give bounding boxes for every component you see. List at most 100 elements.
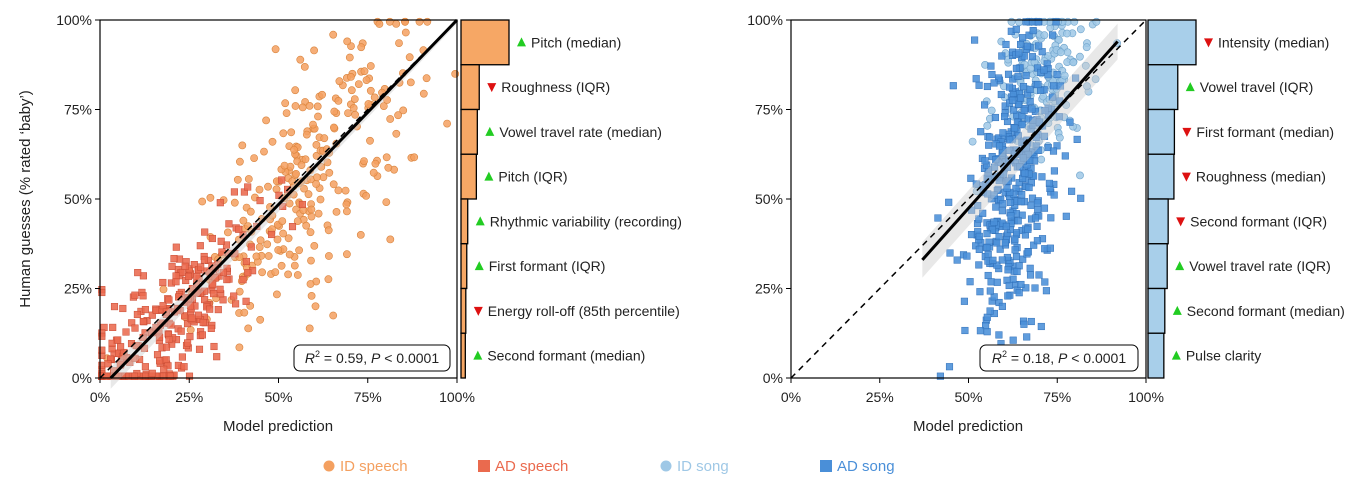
feature-label: Pulse clarity <box>1186 348 1261 364</box>
data-point-id-speech <box>401 17 409 26</box>
data-point-ad-song <box>1018 121 1026 129</box>
data-point-ad-song <box>1033 222 1041 230</box>
data-point-id-speech <box>198 197 207 206</box>
data-point-ad-song <box>960 297 968 305</box>
data-point-ad-song <box>1044 71 1052 79</box>
data-point-ad-song <box>1053 70 1061 79</box>
data-point-ad-song <box>1038 173 1046 181</box>
data-point-ad-song <box>1006 136 1014 144</box>
data-point-ad-song <box>1013 267 1021 276</box>
feature-bar <box>460 198 469 245</box>
data-point-ad-song <box>945 363 954 371</box>
data-point-id-speech <box>287 128 296 137</box>
data-point-ad-song <box>999 129 1007 137</box>
data-point-ad-speech <box>268 230 276 239</box>
data-point-ad-song <box>1026 85 1034 93</box>
data-point-id-speech <box>369 168 378 177</box>
data-point-ad-song <box>1034 18 1042 26</box>
data-point-id-song <box>1092 17 1101 26</box>
data-point-ad-speech <box>98 288 106 297</box>
data-point-ad-song <box>990 218 998 226</box>
data-point-ad-song <box>1025 183 1033 192</box>
data-point-ad-speech <box>178 268 186 276</box>
data-point-ad-song <box>1017 198 1025 206</box>
data-point-id-speech <box>371 159 380 168</box>
data-point-id-speech <box>349 104 358 112</box>
data-point-ad-speech <box>141 363 149 371</box>
data-point-ad-song <box>1052 18 1060 26</box>
y-axis-label: Human guesses (% rated ‘baby’) <box>17 90 34 308</box>
data-point-id-speech <box>386 115 395 123</box>
data-point-ad-song <box>977 128 985 136</box>
data-point-id-speech <box>307 212 316 221</box>
data-point-id-speech <box>240 308 249 317</box>
data-point-ad-song <box>1055 113 1063 121</box>
data-point-id-song <box>1076 25 1085 34</box>
legend-circle-marker <box>323 460 335 472</box>
data-point-ad-song <box>988 70 996 79</box>
y-tick-label: 75% <box>64 102 92 118</box>
legend-square-marker <box>820 460 832 472</box>
data-point-ad-song <box>1034 205 1042 213</box>
data-point-ad-song <box>1009 96 1017 104</box>
data-point-ad-song <box>995 142 1004 150</box>
data-point-ad-song <box>983 328 991 336</box>
data-point-id-speech <box>356 230 365 239</box>
x-tick-label: 25% <box>175 389 203 405</box>
data-point-id-speech <box>278 217 287 225</box>
r2-superscript: 2 <box>315 349 320 359</box>
data-point-id-speech <box>384 163 393 172</box>
data-point-id-song <box>1081 61 1090 70</box>
data-point-id-speech <box>304 190 313 199</box>
data-point-id-song <box>1076 171 1084 180</box>
data-point-ad-speech <box>162 356 170 364</box>
feature-label: Intensity (median) <box>1218 34 1329 50</box>
feature-bar <box>460 64 480 111</box>
data-point-ad-song <box>1073 135 1081 143</box>
data-point-ad-song <box>1044 143 1052 152</box>
y-tick-label: 75% <box>755 102 783 118</box>
data-point-id-song <box>1070 17 1079 26</box>
data-point-ad-song <box>987 62 995 70</box>
data-point-id-speech <box>385 17 394 26</box>
data-point-ad-song <box>975 261 983 269</box>
data-point-ad-song <box>1061 152 1069 160</box>
data-point-ad-song <box>1014 72 1022 80</box>
data-point-ad-song <box>1004 177 1012 185</box>
feature-label: Vowel travel rate (IQR) <box>1189 258 1331 274</box>
data-point-id-speech <box>271 268 280 276</box>
data-point-id-speech <box>341 186 350 195</box>
data-point-ad-speech <box>196 242 204 250</box>
identity-line <box>790 19 1147 379</box>
data-point-ad-song <box>1004 292 1012 300</box>
data-point-ad-speech <box>225 220 233 228</box>
data-point-ad-song <box>961 326 969 335</box>
data-point-id-speech <box>306 280 315 288</box>
data-point-ad-song <box>975 215 983 223</box>
up-triangle-icon <box>1175 261 1185 271</box>
data-point-id-speech <box>295 246 303 255</box>
feature-bar <box>460 243 468 290</box>
data-point-ad-song <box>1023 333 1031 341</box>
data-point-ad-song <box>1015 100 1023 108</box>
data-point-ad-speech <box>180 363 188 371</box>
data-point-ad-song <box>1034 80 1042 89</box>
data-point-ad-speech <box>148 369 156 377</box>
data-point-id-speech <box>284 234 293 243</box>
data-point-id-speech <box>343 37 352 46</box>
feature-label: Second formant (median) <box>1187 303 1345 319</box>
data-point-ad-song <box>992 156 1000 164</box>
data-point-ad-song <box>983 82 991 91</box>
data-point-id-speech <box>392 129 401 138</box>
data-point-ad-song <box>1002 222 1010 230</box>
data-point-id-speech <box>362 76 371 84</box>
data-point-id-speech <box>238 141 247 150</box>
data-point-id-speech <box>298 103 307 112</box>
data-point-id-speech <box>272 290 281 299</box>
data-point-id-song <box>1060 71 1069 80</box>
data-point-ad-speech <box>119 304 127 313</box>
data-point-id-speech <box>250 154 258 162</box>
data-point-id-speech <box>244 324 253 333</box>
feature-bar <box>1147 19 1197 66</box>
